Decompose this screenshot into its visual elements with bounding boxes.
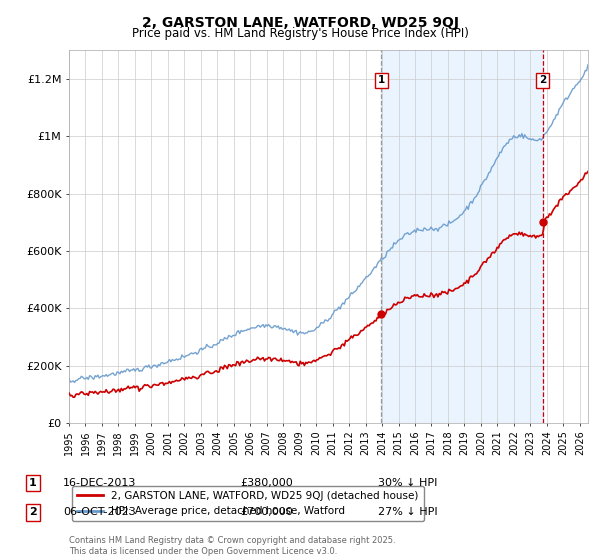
Text: 30% ↓ HPI: 30% ↓ HPI bbox=[378, 478, 437, 488]
Text: 2: 2 bbox=[539, 76, 547, 86]
Text: £700,000: £700,000 bbox=[240, 507, 293, 517]
Text: 1: 1 bbox=[378, 76, 385, 86]
Text: 1: 1 bbox=[29, 478, 37, 488]
Text: £380,000: £380,000 bbox=[240, 478, 293, 488]
Text: 2, GARSTON LANE, WATFORD, WD25 9QJ: 2, GARSTON LANE, WATFORD, WD25 9QJ bbox=[142, 16, 458, 30]
Text: Contains HM Land Registry data © Crown copyright and database right 2025.
This d: Contains HM Land Registry data © Crown c… bbox=[69, 536, 395, 556]
Text: Price paid vs. HM Land Registry's House Price Index (HPI): Price paid vs. HM Land Registry's House … bbox=[131, 27, 469, 40]
Text: 06-OCT-2023: 06-OCT-2023 bbox=[63, 507, 136, 517]
Bar bbox=[382, 50, 543, 423]
Text: 27% ↓ HPI: 27% ↓ HPI bbox=[378, 507, 437, 517]
Text: 2: 2 bbox=[29, 507, 37, 517]
Legend: 2, GARSTON LANE, WATFORD, WD25 9QJ (detached house), HPI: Average price, detache: 2, GARSTON LANE, WATFORD, WD25 9QJ (deta… bbox=[71, 486, 424, 521]
Text: 16-DEC-2013: 16-DEC-2013 bbox=[63, 478, 136, 488]
